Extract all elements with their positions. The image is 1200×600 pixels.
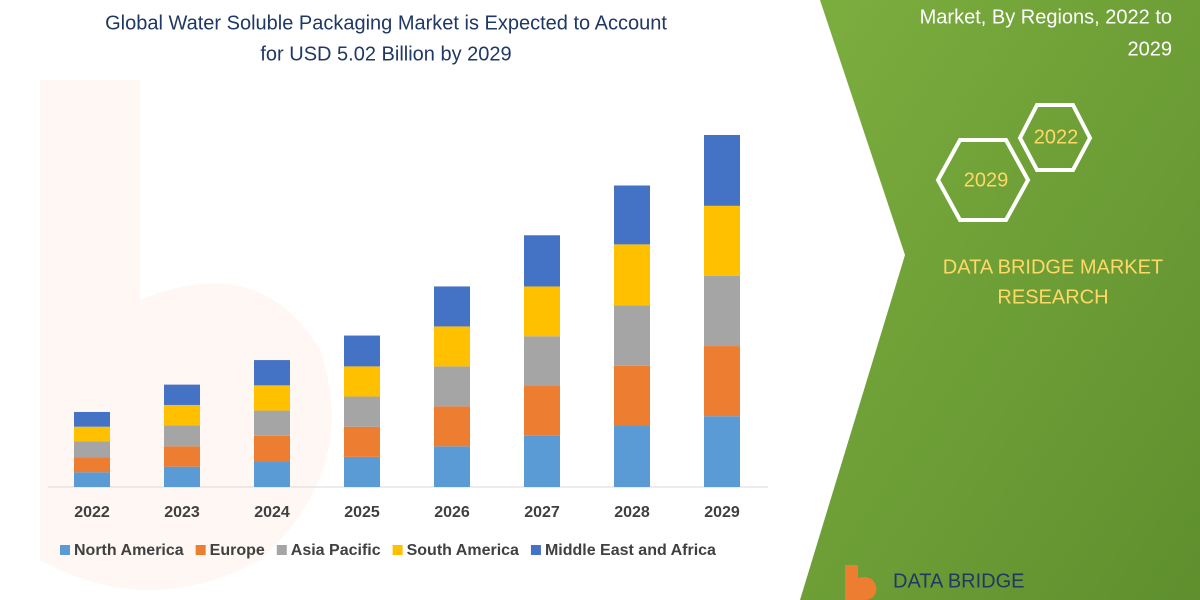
legend-label: Asia Pacific bbox=[291, 542, 381, 559]
bar-segment bbox=[434, 326, 470, 367]
x-tick-label: 2029 bbox=[704, 504, 740, 521]
bar-segment bbox=[344, 335, 380, 367]
legend-label: North America bbox=[74, 542, 184, 559]
bar-segment bbox=[164, 446, 200, 467]
legend-label: Europe bbox=[210, 542, 265, 559]
side-panel bbox=[800, 0, 1200, 600]
bar-segment bbox=[254, 435, 290, 462]
bar-segment bbox=[614, 185, 650, 245]
bar-segment bbox=[344, 366, 380, 397]
bar-segment bbox=[254, 410, 290, 436]
hexagon-label: 2029 bbox=[964, 169, 1009, 191]
bar-segment bbox=[524, 435, 560, 487]
x-tick-label: 2028 bbox=[614, 504, 650, 521]
panel-heading: Market, By Regions, 2022 to bbox=[920, 6, 1172, 28]
legend-swatch bbox=[60, 545, 70, 555]
bar-segment bbox=[434, 286, 470, 327]
legend-swatch bbox=[276, 545, 287, 555]
bar-segment bbox=[614, 244, 650, 306]
bar-segment bbox=[164, 404, 200, 426]
bar-segment bbox=[614, 305, 650, 366]
x-tick-label: 2022 bbox=[74, 504, 110, 521]
bar-segment bbox=[614, 365, 650, 426]
legend-label: South America bbox=[407, 542, 519, 559]
bar-segment bbox=[74, 411, 110, 427]
bar-segment bbox=[344, 396, 380, 427]
legend-swatch bbox=[530, 545, 541, 555]
bar-segment bbox=[524, 235, 560, 287]
bar-segment bbox=[344, 426, 380, 457]
bar-segment bbox=[254, 385, 290, 411]
bar-segment bbox=[434, 446, 470, 487]
x-tick-label: 2024 bbox=[254, 504, 290, 521]
hexagon-label: 2022 bbox=[1034, 126, 1079, 148]
chart-title: Global Water Soluble Packaging Market is… bbox=[105, 12, 667, 34]
bar-segment bbox=[704, 416, 740, 487]
panel-heading: 2029 bbox=[1128, 38, 1173, 60]
logo-mark bbox=[845, 565, 877, 600]
x-tick-label: 2025 bbox=[344, 504, 380, 521]
bar-segment bbox=[344, 456, 380, 487]
bar-segment bbox=[704, 205, 740, 276]
brand-text: RESEARCH bbox=[997, 286, 1108, 308]
bar-segment bbox=[74, 441, 110, 458]
bar-segment bbox=[164, 466, 200, 487]
bar-segment bbox=[434, 406, 470, 447]
legend-label: Middle East and Africa bbox=[545, 542, 716, 559]
bar-segment bbox=[164, 384, 200, 405]
bar-segment bbox=[524, 336, 560, 387]
hexagon bbox=[1017, 103, 1093, 172]
hexagon bbox=[935, 138, 1031, 222]
bar-segment bbox=[614, 425, 650, 487]
x-tick-label: 2027 bbox=[524, 504, 560, 521]
chart-title: for USD 5.02 Billion by 2029 bbox=[260, 43, 511, 65]
brand-text: DATA BRIDGE MARKET bbox=[943, 256, 1163, 278]
bar-segment bbox=[74, 472, 110, 487]
logo-text: DATA BRIDGE bbox=[893, 570, 1025, 592]
bar-segment bbox=[74, 426, 110, 442]
legend-swatch bbox=[195, 545, 206, 555]
bar-segment bbox=[254, 360, 290, 386]
bar-segment bbox=[524, 286, 560, 337]
bar-segment bbox=[704, 135, 740, 206]
legend-swatch bbox=[392, 545, 403, 555]
bar-segment bbox=[254, 461, 290, 487]
bar-segment bbox=[74, 457, 110, 473]
bar-segment bbox=[704, 275, 740, 347]
bar-segment bbox=[434, 366, 470, 407]
bar-segment bbox=[704, 346, 740, 417]
x-tick-label: 2026 bbox=[434, 504, 470, 521]
bar-segment bbox=[164, 425, 200, 447]
bar-segment bbox=[524, 386, 560, 436]
x-tick-label: 2023 bbox=[164, 504, 200, 521]
